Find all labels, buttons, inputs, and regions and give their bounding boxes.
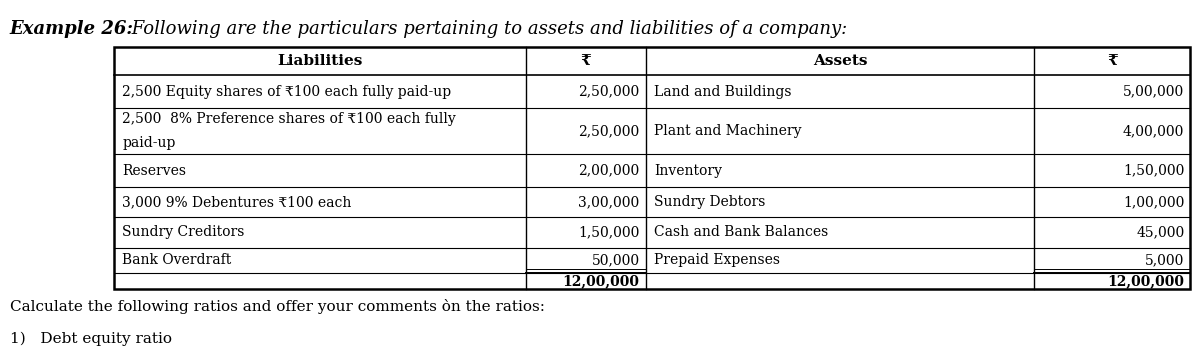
Text: 5,00,000: 5,00,000	[1123, 85, 1184, 98]
Text: 3,00,000: 3,00,000	[578, 195, 640, 209]
Text: Land and Buildings: Land and Buildings	[654, 85, 792, 98]
Text: Bank Overdraft: Bank Overdraft	[122, 253, 232, 267]
Text: Calculate the following ratios and offer your comments òn the ratios:: Calculate the following ratios and offer…	[10, 299, 545, 314]
Text: 1,00,000: 1,00,000	[1123, 195, 1184, 209]
Text: 50,000: 50,000	[592, 253, 640, 267]
Text: Example 26:: Example 26:	[10, 20, 133, 38]
Text: 2,00,000: 2,00,000	[578, 164, 640, 177]
Text: Sundry Creditors: Sundry Creditors	[122, 225, 245, 239]
Text: 1)   Debt equity ratio: 1) Debt equity ratio	[10, 332, 172, 346]
Text: 4,00,000: 4,00,000	[1123, 124, 1184, 138]
Text: 2,50,000: 2,50,000	[578, 85, 640, 98]
Text: Liabilities: Liabilities	[277, 54, 362, 68]
Text: Plant and Machinery: Plant and Machinery	[654, 124, 802, 138]
Text: 1,50,000: 1,50,000	[578, 225, 640, 239]
Text: Assets: Assets	[812, 54, 868, 68]
Text: Cash and Bank Balances: Cash and Bank Balances	[654, 225, 828, 239]
Text: Sundry Debtors: Sundry Debtors	[654, 195, 766, 209]
Text: 3,000 9% Debentures ₹100 each: 3,000 9% Debentures ₹100 each	[122, 195, 352, 209]
Text: 2,50,000: 2,50,000	[578, 124, 640, 138]
Text: ₹: ₹	[581, 54, 590, 68]
Text: 2,500 Equity shares of ₹100 each fully paid-up: 2,500 Equity shares of ₹100 each fully p…	[122, 85, 451, 98]
Text: 2,500  8% Preference shares of ₹100 each fully: 2,500 8% Preference shares of ₹100 each …	[122, 112, 456, 126]
Text: Inventory: Inventory	[654, 164, 722, 177]
Bar	[114, 47, 1190, 289]
Text: paid-up: paid-up	[122, 136, 175, 150]
Text: 5,000: 5,000	[1145, 253, 1184, 267]
Text: 45,000: 45,000	[1136, 225, 1184, 239]
Text: 12,00,000: 12,00,000	[563, 274, 640, 288]
Text: Prepaid Expenses: Prepaid Expenses	[654, 253, 780, 267]
Text: ₹: ₹	[1108, 54, 1117, 68]
Text: 12,00,000: 12,00,000	[1108, 274, 1184, 288]
Text: 1,50,000: 1,50,000	[1123, 164, 1184, 177]
Text: Reserves: Reserves	[122, 164, 186, 177]
Text: Following are the particulars pertaining to assets and liabilities of a company:: Following are the particulars pertaining…	[126, 20, 847, 38]
